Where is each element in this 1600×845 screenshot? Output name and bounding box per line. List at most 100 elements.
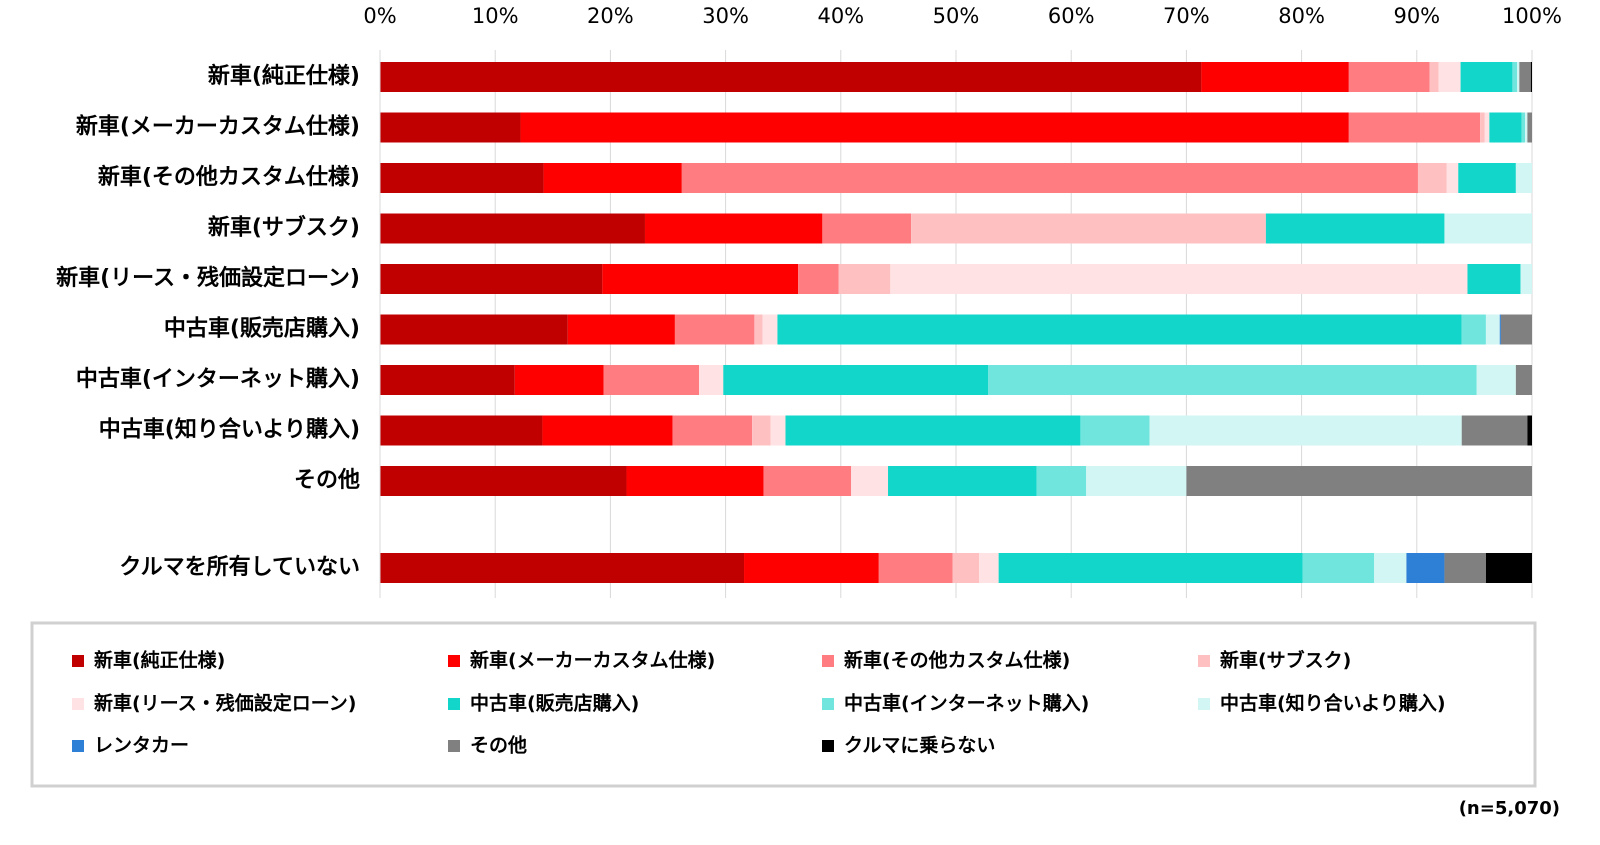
bar-segment: [1520, 264, 1532, 294]
legend-box: [30, 621, 1537, 788]
bar-segment: [567, 314, 675, 345]
bar-segment: [1530, 62, 1532, 92]
bar-segment: [1086, 466, 1187, 496]
legend-marker: [822, 740, 834, 752]
bar-segment: [1527, 112, 1532, 143]
bar-segment: [1374, 553, 1407, 583]
bar-segment: [520, 112, 1349, 143]
x-tick-label: 100%: [1502, 4, 1562, 28]
legend-label: 中古車(知り合いより購入): [1220, 692, 1446, 715]
category-label: その他: [294, 468, 360, 493]
bar-segment: [752, 415, 771, 446]
bar-segment: [1460, 62, 1513, 92]
bar-segment: [878, 553, 953, 583]
legend-marker: [1198, 655, 1210, 667]
x-tick-label: 20%: [587, 4, 634, 28]
legend-label: 新車(メーカーカスタム仕様): [470, 649, 715, 672]
legend-marker: [822, 655, 834, 667]
bar-segment: [979, 553, 999, 583]
bar-segment: [754, 314, 763, 345]
bar-segment: [1186, 466, 1532, 496]
category-label: 中古車(知り合いより購入): [99, 417, 360, 443]
bar-segment: [822, 213, 912, 244]
x-tick-label: 0%: [363, 4, 396, 28]
legend-label: 新車(純正仕様): [94, 649, 225, 672]
bar-segment: [672, 415, 753, 446]
x-tick-label: 50%: [933, 4, 980, 28]
bar-segment: [1149, 415, 1462, 446]
category-label: 新車(その他カスタム仕様): [98, 164, 360, 190]
bar-segment: [1485, 314, 1500, 345]
bar-segment: [1461, 314, 1486, 345]
legend-marker: [448, 655, 460, 667]
bar-segment: [890, 264, 1468, 294]
bar-segment: [1036, 466, 1087, 496]
bar-segment: [1302, 553, 1375, 583]
bar-segment: [838, 264, 891, 294]
legend-label: その他: [470, 734, 527, 757]
bar-segment: [1265, 213, 1445, 244]
bar-segment: [1489, 112, 1522, 143]
legend-label: レンタカー: [94, 735, 189, 757]
bar-segment: [681, 163, 1418, 193]
bar-segment: [1525, 112, 1528, 143]
bar-segment: [1515, 163, 1532, 193]
legend-label: 中古車(インターネット購入): [844, 692, 1089, 715]
bar-segment: [1521, 112, 1526, 143]
bar-segment: [1444, 553, 1486, 583]
bar-segment: [1201, 62, 1349, 92]
bar-segment: [1461, 415, 1528, 446]
x-tick-label: 60%: [1048, 4, 1095, 28]
bar-segment: [380, 213, 645, 244]
bar-segment: [1438, 62, 1461, 92]
bar-segment: [1446, 163, 1459, 193]
bar-segment: [1417, 163, 1447, 193]
legend-label: 新車(その他カスタム仕様): [844, 649, 1070, 672]
bar-segment: [514, 365, 604, 395]
bar-segment: [744, 553, 879, 583]
x-tick-label: 70%: [1163, 4, 1210, 28]
legend-label: 新車(サブスク): [1220, 649, 1351, 672]
bar-segment: [1458, 163, 1516, 193]
sample-note: (n=5,070): [1459, 798, 1560, 819]
bar-segment: [723, 365, 989, 395]
legend-marker: [1198, 698, 1210, 710]
bar-segment: [1515, 365, 1532, 395]
bar-segment: [603, 365, 700, 395]
bar-segment: [380, 466, 627, 496]
bar-segment: [785, 415, 1081, 446]
legend-marker: [72, 698, 84, 710]
bar-segment: [1444, 213, 1532, 244]
bar-segment: [380, 553, 745, 583]
bar-segment: [762, 314, 778, 345]
legend-label: クルマに乗らない: [844, 735, 995, 757]
bar-segment: [644, 213, 823, 244]
bar-segment: [888, 466, 1037, 496]
bar-segment: [1476, 365, 1516, 395]
bar-segment: [1527, 415, 1532, 446]
x-tick-label: 30%: [702, 4, 749, 28]
bar-segment: [699, 365, 724, 395]
bar-segment: [380, 365, 515, 395]
bar-segment: [1517, 62, 1520, 92]
bar-segment: [1429, 62, 1439, 92]
bar-segment: [1484, 112, 1490, 143]
category-label: 中古車(販売店購入): [164, 316, 360, 342]
category-label: 新車(サブスク): [208, 215, 360, 241]
bar-segment: [380, 163, 544, 193]
bar-segment: [542, 415, 673, 446]
bar-segment: [851, 466, 889, 496]
category-label: クルマを所有していない: [119, 554, 360, 580]
bar-segment: [543, 163, 682, 193]
bar-segment: [1080, 415, 1150, 446]
bar-segment: [380, 314, 568, 345]
bar-segment: [1519, 62, 1531, 92]
bar-segment: [1406, 553, 1445, 583]
bar-segment: [1485, 553, 1532, 583]
bar-segment: [911, 213, 1266, 244]
x-tick-label: 90%: [1393, 4, 1440, 28]
bar-segment: [998, 553, 1303, 583]
bar-segment: [626, 466, 764, 496]
bar-segment: [1348, 62, 1430, 92]
legend-marker: [448, 740, 460, 752]
